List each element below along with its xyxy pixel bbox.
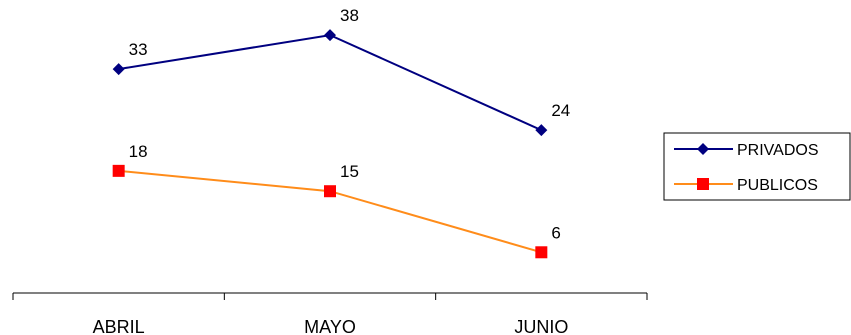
legend-label: PRIVADOS xyxy=(737,142,819,159)
data-point xyxy=(535,246,548,259)
x-tick-labels: ABRIL MAYO JUNIO xyxy=(93,317,569,335)
legend-marker xyxy=(697,143,709,155)
legend-box xyxy=(663,132,851,201)
data-label: 18 xyxy=(129,142,148,161)
data-label: 15 xyxy=(340,162,359,181)
legend: PRIVADOS PUBLICOS xyxy=(663,132,851,201)
x-tick-label: ABRIL xyxy=(93,317,145,335)
legend-marker xyxy=(697,178,709,190)
x-tick-label: JUNIO xyxy=(514,317,568,335)
data-label: 6 xyxy=(551,223,560,242)
series-layer xyxy=(112,29,548,259)
data-point xyxy=(324,29,336,42)
legend-label: PUBLICOS xyxy=(737,177,818,194)
data-label: 24 xyxy=(551,101,570,120)
data-label: 38 xyxy=(340,6,359,25)
x-axis xyxy=(12,292,648,300)
data-point xyxy=(112,164,125,177)
x-tick-label: MAYO xyxy=(304,317,356,335)
data-point xyxy=(324,185,336,198)
series-line-privados xyxy=(118,34,542,132)
data-label: 33 xyxy=(129,40,148,59)
data-point xyxy=(112,63,125,76)
series-line-publicos xyxy=(118,169,542,254)
data-point xyxy=(535,124,548,137)
data-labels: 33 38 24 18 15 6 xyxy=(129,6,571,242)
